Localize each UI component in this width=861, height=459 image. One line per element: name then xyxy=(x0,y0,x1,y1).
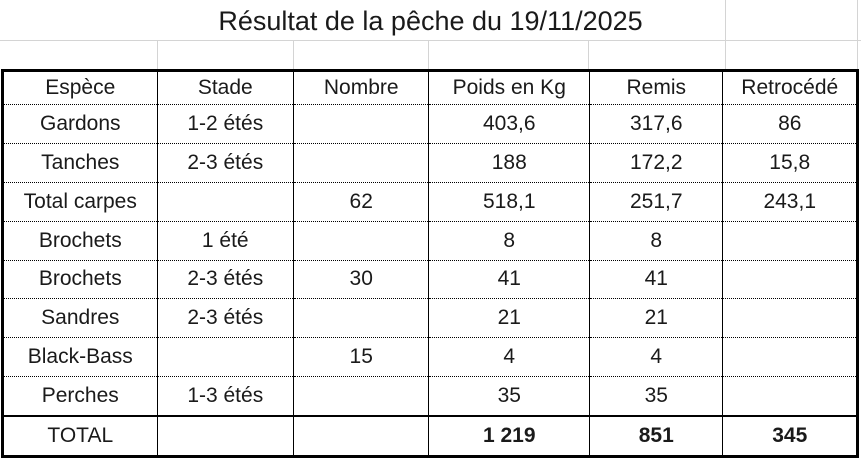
cell-espece: Perches xyxy=(2,376,158,416)
cell-stade: 2-3 étés xyxy=(156,142,294,183)
cell-espece: Tanches xyxy=(2,142,158,183)
gridline xyxy=(725,41,726,69)
cell-stade: 1-2 étés xyxy=(156,104,294,144)
total-remis: 851 xyxy=(589,414,723,457)
cell-remis: 8 xyxy=(589,220,723,260)
gridline xyxy=(725,0,726,40)
cell-nombre: 62 xyxy=(292,181,429,222)
cell-retrocede: 15,8 xyxy=(722,142,858,183)
gridline xyxy=(157,41,158,69)
gridline xyxy=(0,40,861,41)
total-nombre xyxy=(292,414,429,457)
page-title: Résultat de la pêche du 19/11/2025 xyxy=(218,6,643,36)
cell-nombre xyxy=(292,298,429,338)
cell-poids: 4 xyxy=(428,337,590,377)
cell-remis: 317,6 xyxy=(589,104,723,144)
col-header-nombre: Nombre xyxy=(292,70,429,105)
cell-remis: 21 xyxy=(589,298,723,338)
cell-stade: 1-3 étés xyxy=(156,376,294,416)
cell-retrocede: 86 xyxy=(722,104,858,144)
title-area: Résultat de la pêche du 19/11/2025 xyxy=(0,0,861,69)
cell-stade xyxy=(156,337,294,377)
table-row: Brochets 1 été 8 8 xyxy=(2,220,858,260)
cell-poids: 41 xyxy=(428,259,590,299)
gridline xyxy=(428,41,429,69)
cell-espece: Brochets xyxy=(2,220,158,260)
cell-stade: 1 été xyxy=(156,220,294,260)
col-header-espece: Espèce xyxy=(45,76,116,99)
cell-poids: 518,1 xyxy=(428,181,590,222)
cell-retrocede xyxy=(722,220,858,260)
cell-retrocede xyxy=(722,259,858,299)
cell-poids: 403,6 xyxy=(428,104,590,144)
cell-retrocede xyxy=(722,298,858,338)
col-header-retrocede: Retrocédé xyxy=(722,70,858,105)
table-row: Brochets 2-3 étés 30 41 41 xyxy=(2,259,858,299)
cell-remis: 172,2 xyxy=(589,142,723,183)
col-header-poids: Poids en Kg xyxy=(428,70,590,105)
gridline xyxy=(857,41,858,69)
table-row: Black-Bass 15 4 4 xyxy=(2,337,858,377)
cell-remis: 251,7 xyxy=(589,181,723,222)
cell-retrocede: 243,1 xyxy=(722,181,858,222)
table-row: Sandres 2-3 étés 21 21 xyxy=(2,298,858,338)
total-row: TOTAL 1 219 851 345 xyxy=(2,414,858,457)
cell-espece: Brochets xyxy=(2,259,158,299)
cell-stade xyxy=(156,181,294,222)
col-header-remis: Remis xyxy=(589,70,723,105)
table-row: Perches 1-3 étés 35 35 xyxy=(2,376,858,416)
cell-espece: Gardons xyxy=(2,104,158,144)
total-stade xyxy=(156,414,294,457)
results-table: Espèce Stade Nombre Poids en Kg Remis Re… xyxy=(1,69,859,458)
cell-remis: 41 xyxy=(589,259,723,299)
gridline xyxy=(588,41,589,69)
cell-poids: 21 xyxy=(428,298,590,338)
cell-poids: 188 xyxy=(428,142,590,183)
cell-nombre xyxy=(292,104,429,144)
cell-retrocede xyxy=(722,376,858,416)
header-row: Espèce Stade Nombre Poids en Kg Remis Re… xyxy=(3,70,858,105)
total-poids: 1 219 xyxy=(428,414,590,457)
cell-nombre: 15 xyxy=(292,337,429,377)
cell-poids: 35 xyxy=(428,376,590,416)
cell-espece: Black-Bass xyxy=(2,337,158,377)
cell-espece: Total carpes xyxy=(2,181,158,222)
cell-poids: 8 xyxy=(428,220,590,260)
cell-nombre xyxy=(292,220,429,260)
cell-stade: 2-3 étés xyxy=(156,298,294,338)
table-row: Total carpes 62 518,1 251,7 243,1 xyxy=(2,181,858,222)
cell-retrocede xyxy=(722,337,858,377)
gridline xyxy=(293,41,294,69)
cell-nombre xyxy=(292,142,429,183)
cell-remis: 4 xyxy=(589,337,723,377)
total-retrocede: 345 xyxy=(722,414,858,457)
cell-espece: Sandres xyxy=(2,298,158,338)
col-header-stade: Stade xyxy=(156,70,294,105)
gridline xyxy=(857,0,858,40)
cell-nombre xyxy=(292,376,429,416)
total-label: TOTAL xyxy=(2,414,158,457)
cell-nombre: 30 xyxy=(292,259,429,299)
table-row: Tanches 2-3 étés 188 172,2 15,8 xyxy=(2,142,858,183)
table-row: Gardons 1-2 étés 403,6 317,6 86 xyxy=(2,104,858,144)
cell-stade: 2-3 étés xyxy=(156,259,294,299)
cell-remis: 35 xyxy=(589,376,723,416)
